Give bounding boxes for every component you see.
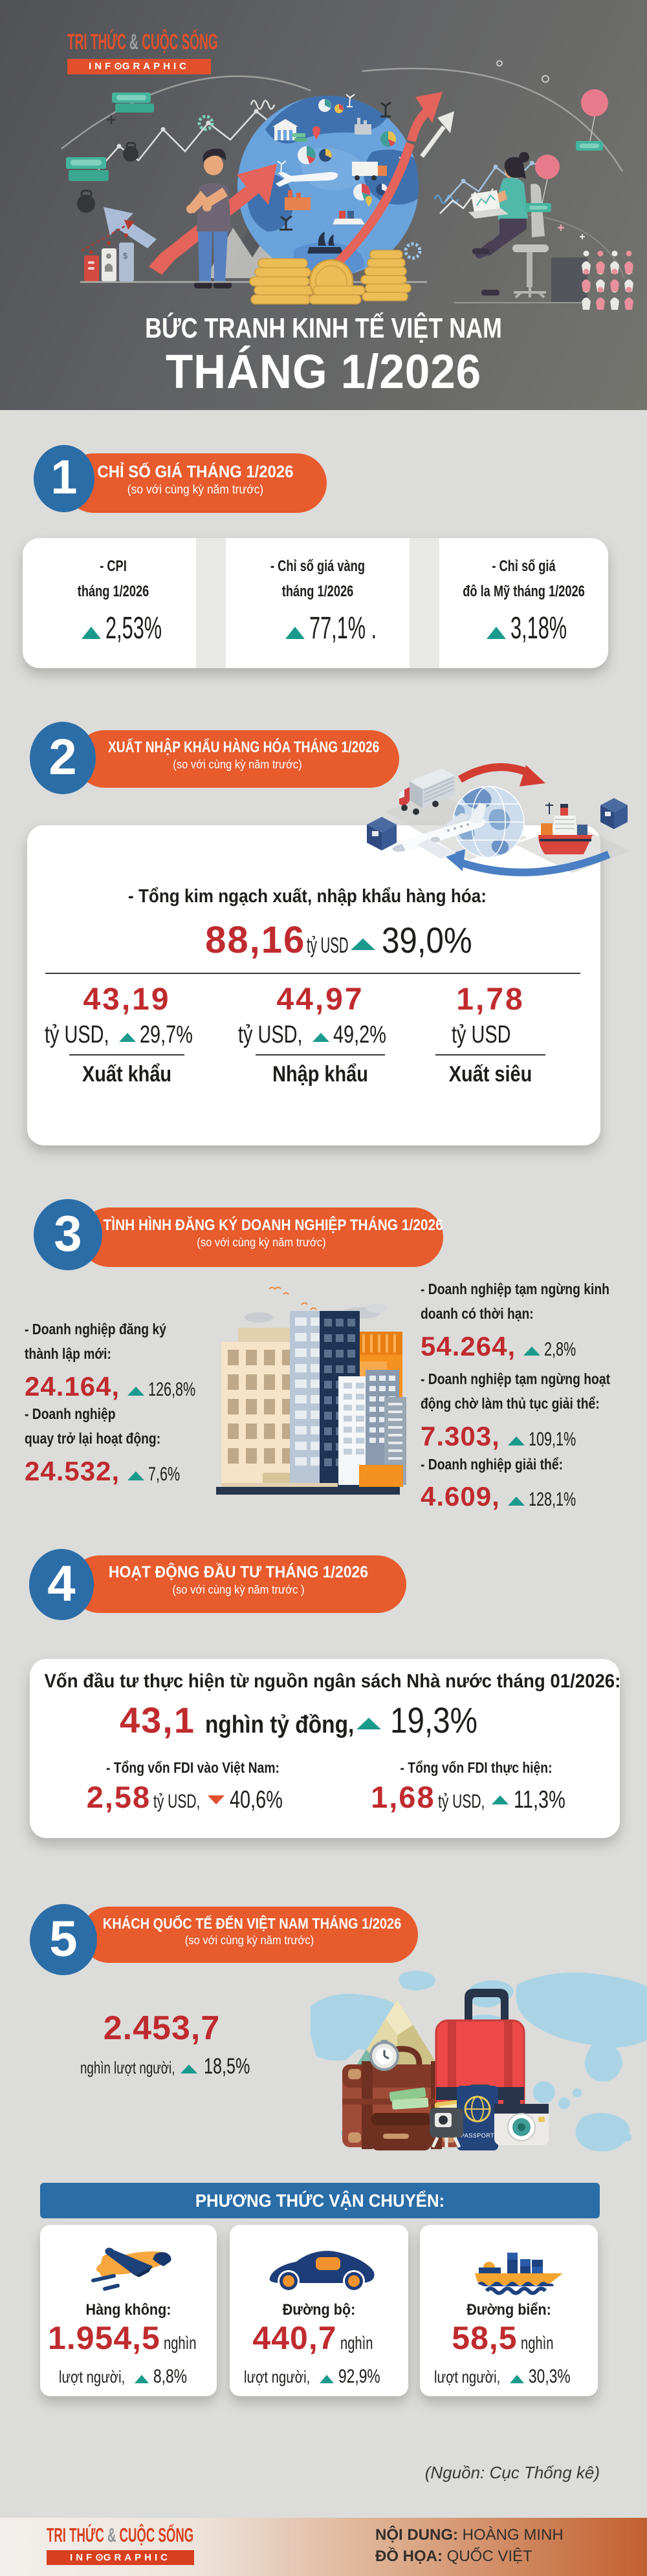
svg-text:$: $: [123, 251, 128, 261]
svg-text:PASSPORT: PASSPORT: [461, 2132, 494, 2139]
